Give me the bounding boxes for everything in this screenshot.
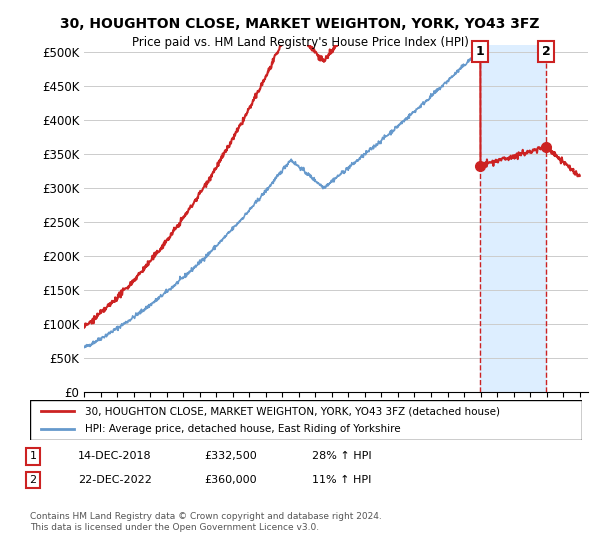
Text: 30, HOUGHTON CLOSE, MARKET WEIGHTON, YORK, YO43 3FZ: 30, HOUGHTON CLOSE, MARKET WEIGHTON, YOR… xyxy=(60,17,540,31)
Text: 2: 2 xyxy=(542,45,551,58)
Text: HPI: Average price, detached house, East Riding of Yorkshire: HPI: Average price, detached house, East… xyxy=(85,423,401,433)
Text: 22-DEC-2022: 22-DEC-2022 xyxy=(78,475,152,485)
Text: 30, HOUGHTON CLOSE, MARKET WEIGHTON, YORK, YO43 3FZ (detached house): 30, HOUGHTON CLOSE, MARKET WEIGHTON, YOR… xyxy=(85,407,500,417)
Text: 1: 1 xyxy=(476,45,484,58)
Text: £360,000: £360,000 xyxy=(204,475,257,485)
Text: £332,500: £332,500 xyxy=(204,451,257,461)
FancyBboxPatch shape xyxy=(30,400,582,440)
Text: Price paid vs. HM Land Registry's House Price Index (HPI): Price paid vs. HM Land Registry's House … xyxy=(131,36,469,49)
Bar xyxy=(480,45,547,392)
Text: 28% ↑ HPI: 28% ↑ HPI xyxy=(312,451,371,461)
Text: 2: 2 xyxy=(29,475,37,485)
Text: 11% ↑ HPI: 11% ↑ HPI xyxy=(312,475,371,485)
Text: Contains HM Land Registry data © Crown copyright and database right 2024.
This d: Contains HM Land Registry data © Crown c… xyxy=(30,512,382,532)
Text: 14-DEC-2018: 14-DEC-2018 xyxy=(78,451,152,461)
Text: 1: 1 xyxy=(29,451,37,461)
